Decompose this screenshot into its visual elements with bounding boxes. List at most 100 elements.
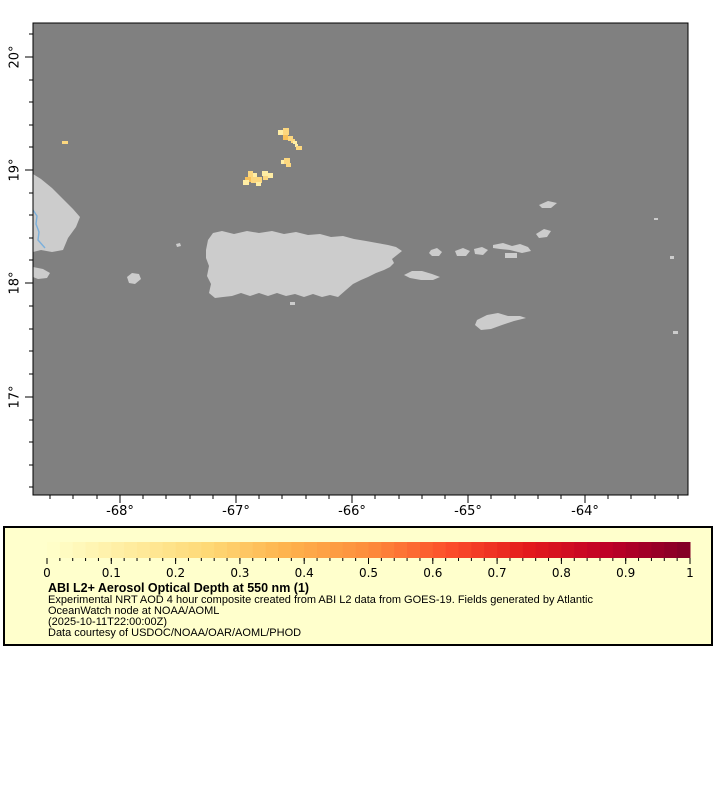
colorbar-block <box>72 542 87 558</box>
land-culebra <box>429 248 442 256</box>
aod-pixel <box>253 173 257 177</box>
colorbar-tick-label: 0.8 <box>552 566 571 580</box>
colorbar-block <box>638 542 652 558</box>
colorbar-block <box>432 542 447 558</box>
colorbar-block <box>291 542 305 558</box>
colorbar-block <box>137 542 151 558</box>
legend-title: ABI L2+ Aerosol Optical Depth at 550 nm … <box>48 581 310 595</box>
legend-panel: 0 0.1 0.2 0.3 0.4 0.5 0.6 0.7 0.8 0.9 1 ABI L2+ Ae… <box>3 526 713 646</box>
land-layer <box>33 174 678 334</box>
colorbar-block <box>201 542 215 558</box>
aod-pixel <box>284 158 290 164</box>
colorbar-block <box>188 542 202 558</box>
colorbar-block <box>85 542 99 558</box>
land-puerto-rico <box>206 231 402 298</box>
map-layers <box>33 128 678 334</box>
colorbar-tick-label: 0.1 <box>102 566 121 580</box>
aod-pixel <box>278 130 283 135</box>
colorbar-block <box>47 542 61 558</box>
aod-pixel <box>256 182 261 186</box>
land-desecheo-island <box>176 243 181 247</box>
colorbar-tick-label: 0.6 <box>423 566 442 580</box>
colorbar-block <box>214 542 228 558</box>
aod-pixel <box>245 177 251 182</box>
land-hispaniola-east-coast <box>33 174 80 252</box>
colorbar-block <box>304 542 318 558</box>
colorbar-block <box>252 542 267 558</box>
aod-pixel <box>296 146 302 150</box>
colorbar-block <box>227 542 241 558</box>
colorbar-block <box>522 542 537 558</box>
colorbar-block <box>149 542 164 558</box>
colorbar-block <box>394 542 408 558</box>
lon-label: -65° <box>454 504 482 519</box>
colorbar-tick-label: 0 <box>43 566 51 580</box>
colorbar-block <box>651 542 665 558</box>
colorbar-block <box>124 542 138 558</box>
colorbar-block <box>445 542 460 558</box>
colorbar-block <box>59 542 74 558</box>
colorbar-block <box>587 542 601 558</box>
lon-label: -67° <box>222 504 250 519</box>
colorbar-tick-label: 0.2 <box>166 566 185 580</box>
legend-courtesy: Data courtesy of USDOC/NOAA/OAR/AOML/PHO… <box>48 627 302 639</box>
colorbar-tick-label: 0.9 <box>616 566 635 580</box>
land-islet-speck-e <box>670 256 674 259</box>
yaque-river <box>33 209 46 249</box>
colorbar-block <box>548 542 562 558</box>
aod-pixel <box>283 128 289 135</box>
colorbar-block <box>612 542 627 558</box>
colorbar-block <box>111 542 125 558</box>
land-st-croix <box>475 313 526 330</box>
colorbar-block <box>509 542 524 558</box>
colorbar-block <box>561 542 575 558</box>
land-hispaniola-south-blob <box>33 267 50 279</box>
lat-label: 19° <box>8 158 23 181</box>
colorbar-block <box>419 542 434 558</box>
land-islet-speck-ne <box>654 218 658 220</box>
aod-pixel <box>263 176 268 180</box>
land-st-john <box>474 247 488 255</box>
colorbar-block <box>355 542 369 558</box>
aod-pixel <box>267 173 273 178</box>
colorbar-block <box>317 542 331 558</box>
colorbar-block <box>98 542 112 558</box>
colorbar-block <box>497 542 511 558</box>
lon-label: -66° <box>338 504 366 519</box>
colorbar-block <box>329 542 344 558</box>
colorbar-tick-label: 1 <box>686 566 694 580</box>
colorbar-tick-label: 0.3 <box>230 566 249 580</box>
land-tortola <box>493 243 531 253</box>
aod-pixel <box>288 136 293 141</box>
legend-desc-line1: Experimental NRT AOD 4 hour composite cr… <box>48 594 593 606</box>
colorbar-block <box>368 542 382 558</box>
colorbar-block <box>458 542 472 558</box>
aod-pixel <box>251 177 262 183</box>
colorbar-block <box>265 542 279 558</box>
land-mona-island <box>127 273 141 284</box>
lat-label: 18° <box>8 271 23 294</box>
lon-label: -68° <box>106 504 134 519</box>
land-peter-island <box>505 253 517 258</box>
land-anegada <box>539 201 557 208</box>
colorbar-block <box>278 542 292 558</box>
colorbar-ticks: 0 0.1 0.2 0.3 0.4 0.5 0.6 0.7 0.8 0.9 1 <box>43 558 694 580</box>
colorbar-block <box>599 542 614 558</box>
aod-pixel <box>295 144 298 147</box>
colorbar-tick-label: 0.5 <box>359 566 378 580</box>
aod-pixel <box>62 141 68 144</box>
land-caja-de-muertos <box>290 302 295 305</box>
colorbar-block <box>677 542 691 558</box>
aod-pixel <box>283 135 288 140</box>
colorbar-block <box>381 542 395 558</box>
aod-pixel <box>281 160 285 164</box>
legend-timestamp: (2025-10-11T22:00:00Z) <box>48 616 168 628</box>
colorbar-block <box>342 542 357 558</box>
lat-label: 20° <box>8 45 23 68</box>
colorbar-block <box>625 542 640 558</box>
aod-pixel <box>293 141 297 144</box>
colorbar-block <box>471 542 485 558</box>
colorbar: 0 0.1 0.2 0.3 0.4 0.5 0.6 0.7 0.8 0.9 1 <box>43 542 694 580</box>
colorbar-block <box>239 542 254 558</box>
